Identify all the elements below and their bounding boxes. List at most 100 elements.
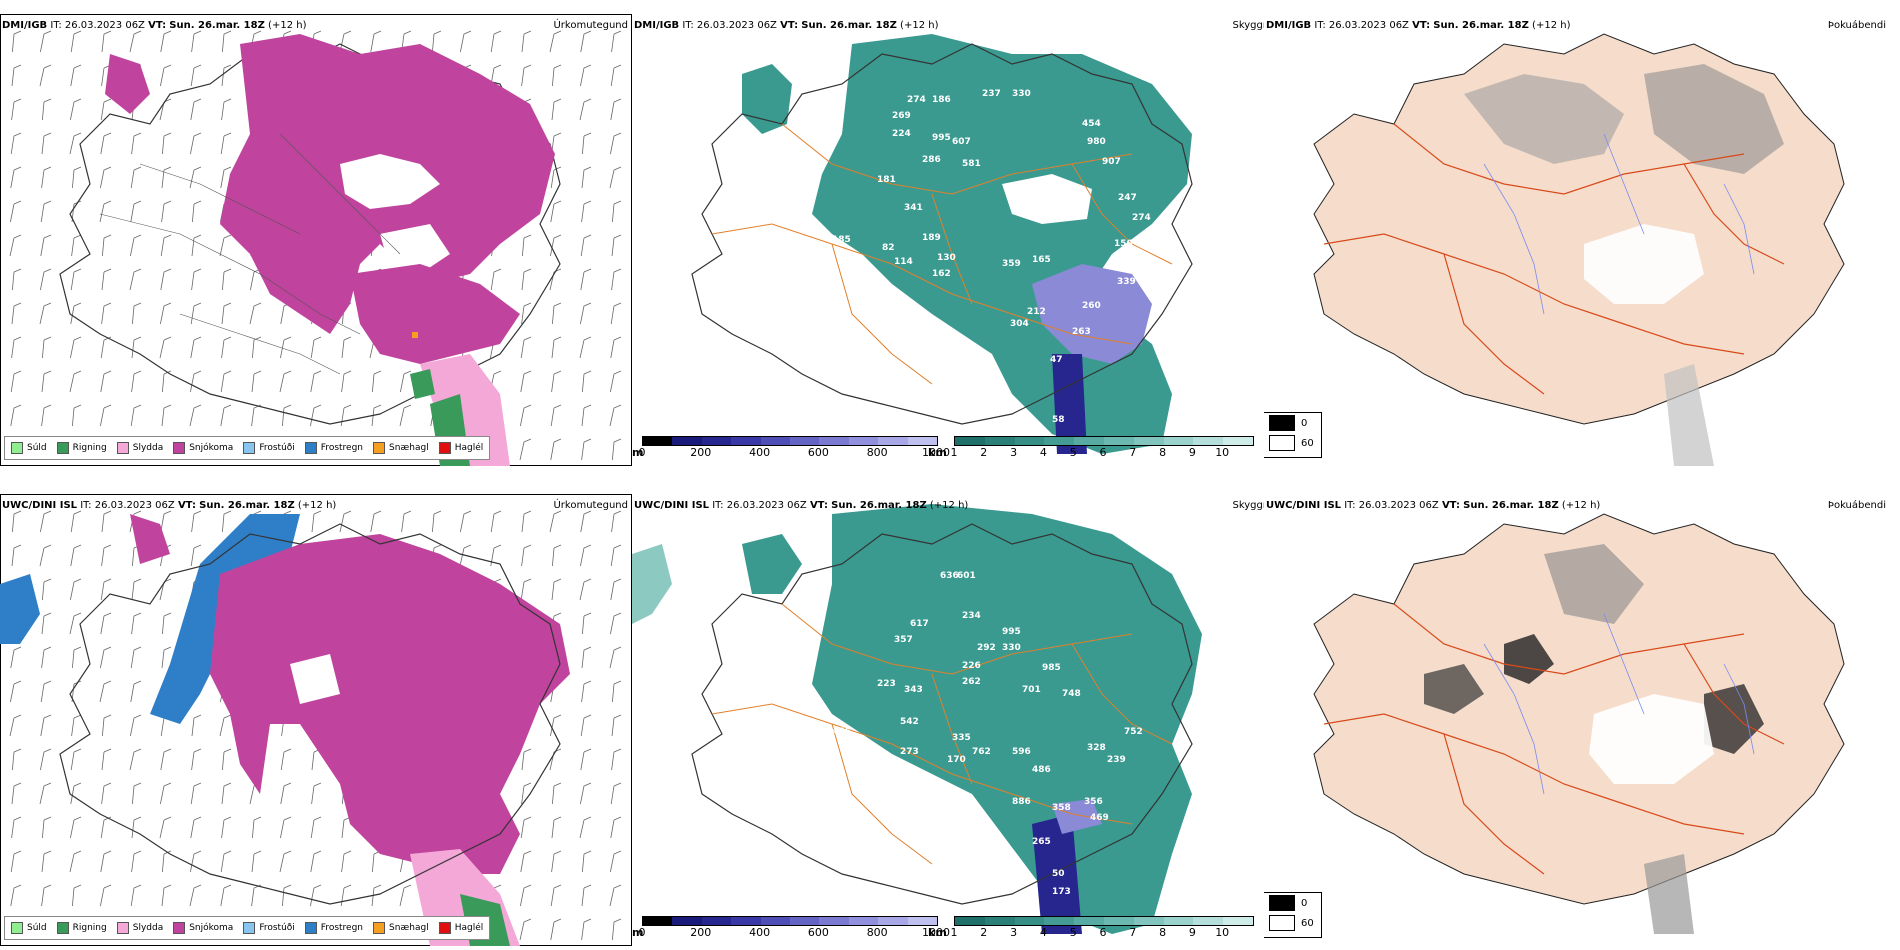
wind-barb <box>521 785 525 805</box>
wind-barb <box>581 921 585 941</box>
wind-barb-flag <box>583 918 592 923</box>
fog-grey-1 <box>1544 544 1644 624</box>
wind-barb <box>42 339 45 359</box>
wind-barb <box>310 339 315 359</box>
wind-barb-flag <box>163 510 172 515</box>
peak-label: 542 <box>900 717 919 727</box>
wind-barb-flag <box>313 336 322 341</box>
peak-label: 226 <box>962 661 981 671</box>
wind-barb-flag <box>133 30 142 35</box>
wind-barb <box>41 649 45 669</box>
wind-barb-flag <box>163 302 172 307</box>
wind-barb <box>130 237 135 257</box>
wind-barb <box>100 135 105 155</box>
wind-barb-flag <box>253 370 262 375</box>
wind-barb-flag <box>193 370 202 375</box>
wind-barb-flag <box>613 816 622 821</box>
wind-barb <box>550 717 555 737</box>
peak-label: 762 <box>972 747 991 757</box>
wind-barb-flag <box>133 166 142 171</box>
peak-label: 124 <box>842 269 861 279</box>
peak-label: 170 <box>947 755 966 765</box>
wind-barb <box>220 887 225 907</box>
wind-barb-flag <box>133 510 142 515</box>
wind-barb-flag <box>193 850 202 855</box>
wind-barb-flag <box>73 612 82 617</box>
wind-barb <box>490 33 495 53</box>
wind-barb <box>11 339 15 359</box>
wind-barb <box>41 135 45 155</box>
wind-barb-flag <box>583 578 592 583</box>
wind-barb-flag <box>13 166 22 171</box>
fog-dark-2 <box>1504 634 1554 684</box>
peak-label: 239 <box>1107 755 1126 765</box>
wind-barb-flag <box>403 510 412 515</box>
wind-barb <box>100 649 105 669</box>
wind-barb <box>11 305 15 325</box>
wind-barb <box>550 441 555 461</box>
tick-label: 1 <box>950 926 958 939</box>
wind-barb <box>249 785 255 805</box>
wind-barb <box>12 751 15 771</box>
wind-barb-flag <box>583 748 592 753</box>
freezing-rain-west <box>0 574 40 644</box>
peak-label: 173 <box>1052 887 1071 897</box>
wind-barb <box>521 271 525 291</box>
peak-label: 186 <box>932 95 951 105</box>
wind-barb <box>551 101 555 121</box>
wind-barb <box>519 441 525 461</box>
wind-barb-flag <box>283 748 292 753</box>
wind-barb-flag <box>133 268 142 273</box>
peak-label: 304 <box>1010 319 1029 329</box>
blue-strip <box>1052 354 1087 454</box>
peak-label: 469 <box>1090 813 1109 823</box>
wind-barb <box>550 169 555 189</box>
wind-barb-flag <box>613 748 622 753</box>
tick-label: 10 <box>1215 926 1230 939</box>
precip-legend: Súld Rigning Slydda Snjókoma Frostúði Fr… <box>4 916 491 940</box>
wind-barb <box>101 67 105 87</box>
fog-white <box>1584 224 1704 304</box>
wind-barb-flag <box>583 646 592 651</box>
wind-barb-flag <box>343 510 352 515</box>
wind-barb-flag <box>583 612 592 617</box>
wind-barb-flag <box>223 132 232 137</box>
precip-panel-row1: DMI/IGB IT: 26.03.2023 06Z VT: Sun. 26.m… <box>0 14 632 466</box>
peak-label: 274 <box>907 95 926 105</box>
wind-barb <box>612 683 615 703</box>
wind-barb-flag <box>163 782 172 787</box>
wind-barb-flag <box>13 370 22 375</box>
wind-barb <box>580 33 585 53</box>
tick-label: 2 <box>980 926 988 939</box>
wind-barb-flag <box>73 132 82 137</box>
wind-barb <box>10 683 15 703</box>
wind-barb-flag <box>583 884 592 889</box>
wind-barb-flag <box>553 714 562 719</box>
peak-label: 601 <box>957 571 976 581</box>
wind-barb <box>160 33 165 53</box>
wind-barb-flag <box>583 336 592 341</box>
wind-barb-flag <box>73 782 82 787</box>
wind-barb-flag <box>523 884 532 889</box>
wind-barb-flag <box>493 510 502 515</box>
wind-barb <box>370 513 375 533</box>
wind-barb-flag <box>13 64 22 69</box>
wind-barb <box>100 887 105 907</box>
legend-item: Haglél <box>438 922 483 934</box>
wind-barb <box>580 305 585 325</box>
wind-barb <box>100 615 105 635</box>
wind-barb <box>311 751 315 771</box>
wind-barb <box>39 305 45 325</box>
wind-barb <box>612 203 615 223</box>
peak-label: 286 <box>922 155 941 165</box>
wind-barb <box>519 921 525 941</box>
wind-barb-flag <box>403 30 412 35</box>
wind-barb <box>101 305 105 325</box>
wind-barb-flag <box>43 370 52 375</box>
wind-barb <box>162 615 165 635</box>
wind-barb <box>579 339 585 359</box>
panel-title: Úrkomutegund <box>553 500 628 511</box>
fog-white <box>1589 694 1714 784</box>
wind-barb-flag <box>13 680 22 685</box>
wind-barb-flag <box>73 370 82 375</box>
